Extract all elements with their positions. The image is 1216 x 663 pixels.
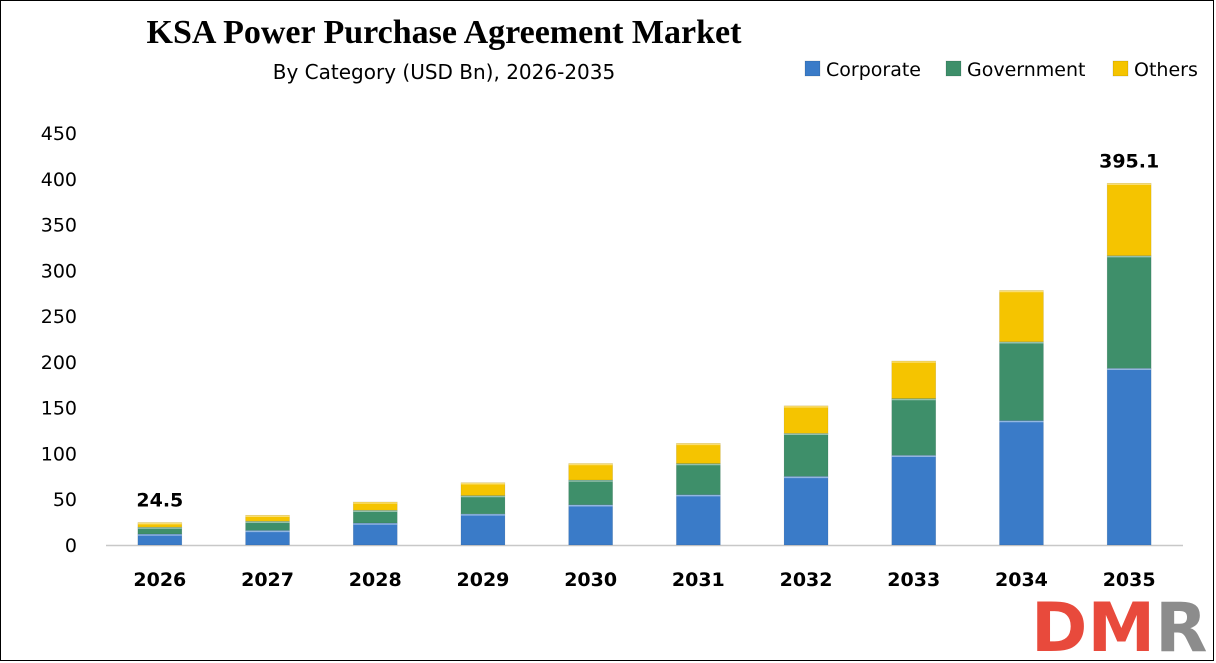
x-tick-label: 2035 [1103, 569, 1156, 591]
bar-segment-government [676, 463, 721, 495]
bar-segment-corporate [460, 513, 506, 546]
bar-segment-others [783, 405, 829, 434]
x-axis: 2026 2027 2028 2029 2030 2031 2032 2033 2034 2035 [106, 544, 1183, 591]
bar-segment-corporate [999, 420, 1044, 546]
bar-segment-others [999, 290, 1044, 343]
legend-swatch-corporate [804, 60, 821, 77]
bar-segment-government [891, 398, 937, 456]
y-tick-label: 200 [41, 352, 77, 374]
legend-label-corporate: Corporate [826, 59, 921, 81]
x-tick-label: 2030 [564, 569, 617, 591]
x-tick-label: 2034 [995, 569, 1048, 591]
x-tick-label: 2026 [133, 569, 186, 591]
dmr-logo: DMR [1031, 589, 1208, 662]
data-labels: 24.5 395.1 [136, 150, 1159, 511]
bar-segment-others [1106, 182, 1152, 256]
x-tick-label: 2032 [780, 569, 833, 591]
bar-segment-corporate [891, 454, 937, 546]
y-tick-label: 250 [41, 306, 77, 328]
chart-subtitle: By Category (USD Bn), 2026-2035 [273, 60, 615, 84]
dmr-logo-text: DMR [1031, 589, 1208, 662]
bar-segment-corporate [1106, 367, 1152, 546]
y-tick-label: 150 [41, 398, 77, 420]
x-tick-label: 2028 [349, 569, 402, 591]
data-label-total: 395.1 [1099, 150, 1159, 172]
legend-swatch-government [945, 60, 962, 77]
legend: Corporate Government Others [804, 59, 1198, 81]
bar-segment-government [460, 495, 506, 515]
bar-segment-others [352, 501, 398, 511]
y-tick-label: 350 [41, 215, 77, 237]
y-tick-label: 0 [65, 535, 77, 557]
y-tick-label: 50 [53, 489, 77, 511]
bar-segment-others [568, 463, 613, 481]
bar-segment-corporate [245, 530, 290, 546]
bar-segment-others [137, 522, 183, 528]
legend-label-government: Government [967, 59, 1086, 81]
legend-swatch-others [1112, 60, 1129, 77]
bar-segment-government [352, 509, 398, 524]
bar-segment-others [460, 482, 506, 496]
x-tick-label: 2027 [241, 569, 294, 591]
bar-segment-corporate [568, 504, 613, 546]
bar-segment-government [999, 341, 1044, 421]
legend-label-others: Others [1134, 59, 1198, 81]
bar-segment-others [891, 360, 937, 399]
bar-segment-others [245, 514, 290, 522]
y-axis: 0 50 100 150 200 250 300 350 400 450 [41, 123, 77, 557]
y-tick-label: 300 [41, 260, 77, 282]
y-tick-label: 400 [41, 169, 77, 191]
bar-segment-corporate [352, 522, 398, 546]
bar-segment-others [676, 443, 721, 464]
y-tick-label: 100 [41, 443, 77, 465]
bar-segment-corporate [676, 494, 721, 546]
data-label-total: 24.5 [136, 490, 183, 512]
x-tick-label: 2031 [672, 569, 725, 591]
bar-segment-government [783, 433, 829, 477]
bars [137, 182, 1152, 546]
x-tick-label: 2029 [457, 569, 510, 591]
bar-segment-government [1106, 255, 1152, 369]
chart-title: KSA Power Purchase Agreement Market [147, 14, 743, 51]
bar-segment-corporate [783, 476, 829, 546]
y-tick-label: 450 [41, 123, 77, 145]
bar-segment-government [568, 479, 613, 506]
x-tick-label: 2033 [887, 569, 940, 591]
